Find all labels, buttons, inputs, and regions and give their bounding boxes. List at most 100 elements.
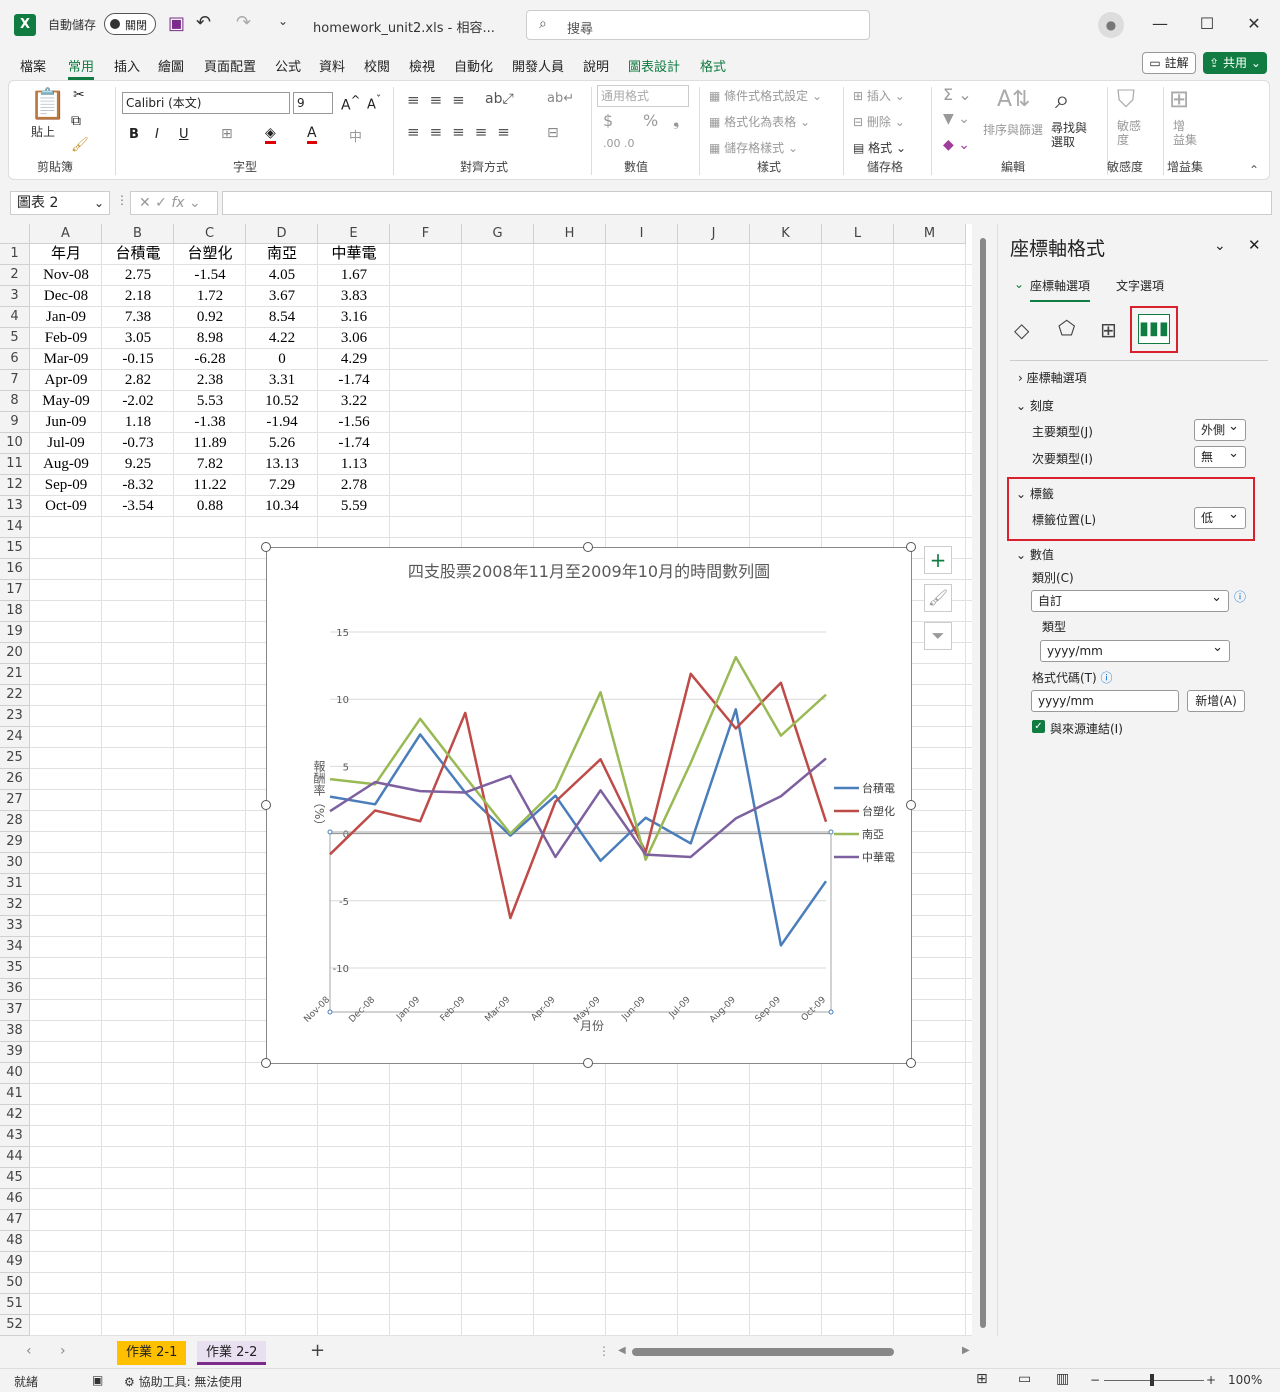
addins-icon[interactable]: ⊞ xyxy=(1169,85,1190,113)
column-header[interactable]: M xyxy=(894,224,966,244)
cell[interactable]: 3.06 xyxy=(340,330,368,346)
cell[interactable]: 3.05 xyxy=(124,330,152,346)
tab-file[interactable]: 檔案 xyxy=(20,60,47,75)
cell[interactable]: 10.34 xyxy=(265,498,299,514)
save-icon[interactable]: ▣ xyxy=(168,13,186,34)
column-header[interactable]: L xyxy=(822,224,894,244)
minimize-icon[interactable]: — xyxy=(1152,14,1168,33)
merge-icon[interactable]: ⊟ xyxy=(547,125,559,141)
search-box[interactable]: ⌕ 搜尋 xyxy=(526,10,870,40)
column-header[interactable]: K xyxy=(750,224,822,244)
row-header[interactable]: 10 xyxy=(0,433,30,454)
cell[interactable]: 7.82 xyxy=(196,456,224,472)
cell[interactable]: Nov-08 xyxy=(43,267,89,283)
chart-resize-handle[interactable] xyxy=(906,1058,916,1068)
tab-view[interactable]: 檢視 xyxy=(409,60,436,75)
cut-icon[interactable]: ✂ xyxy=(73,87,85,103)
cell[interactable]: Jun-09 xyxy=(45,414,87,430)
font-size-select[interactable]: 9 xyxy=(293,92,333,114)
row-header[interactable]: 29 xyxy=(0,832,30,853)
cell[interactable]: -1.38 xyxy=(194,414,226,430)
row-header[interactable]: 50 xyxy=(0,1273,30,1294)
chart-resize-handle[interactable] xyxy=(583,542,593,552)
section-labels[interactable]: ⌄ 標籤 xyxy=(1016,487,1054,501)
row-header[interactable]: 36 xyxy=(0,979,30,1000)
row-header[interactable]: 40 xyxy=(0,1063,30,1084)
prev-sheet-icon[interactable]: ‹ xyxy=(26,1343,32,1359)
row-header[interactable]: 15 xyxy=(0,538,30,559)
column-header[interactable]: I xyxy=(606,224,678,244)
row-header[interactable]: 49 xyxy=(0,1252,30,1273)
page-layout-view-icon[interactable]: ▭ xyxy=(1018,1371,1032,1387)
fill-color-icon[interactable]: ◈ xyxy=(265,125,276,144)
row-header[interactable]: 14 xyxy=(0,517,30,538)
row-header[interactable]: 39 xyxy=(0,1042,30,1063)
row-header[interactable]: 11 xyxy=(0,454,30,475)
row-header[interactable]: 48 xyxy=(0,1231,30,1252)
grow-font-icon[interactable]: A^ xyxy=(341,93,361,114)
link-source-checkbox[interactable]: ✓ xyxy=(1032,720,1045,733)
cell[interactable]: 0.92 xyxy=(196,309,224,325)
find-select-label[interactable]: 尋找與 選取 xyxy=(1051,121,1088,149)
row-header[interactable]: 37 xyxy=(0,1000,30,1021)
bold-icon[interactable]: B xyxy=(129,127,139,142)
row-header[interactable]: 30 xyxy=(0,853,30,874)
cell[interactable]: Apr-09 xyxy=(44,372,88,388)
row-header[interactable]: 41 xyxy=(0,1084,30,1105)
size-properties-icon[interactable]: ⊞ xyxy=(1100,318,1117,342)
row-header[interactable]: 16 xyxy=(0,559,30,580)
format-cells-button[interactable]: ▤ 格式 ⌄ xyxy=(853,141,907,155)
orientation-icon[interactable]: ab⤢ xyxy=(485,91,514,107)
row-header[interactable]: 1 xyxy=(0,244,30,265)
cell[interactable]: -1.74 xyxy=(338,372,370,388)
tab-text-options[interactable]: 文字選項 xyxy=(1116,279,1165,293)
row-header[interactable]: 5 xyxy=(0,328,30,349)
autosum-icon[interactable]: Σ ⌄ xyxy=(943,85,972,104)
row-header[interactable]: 17 xyxy=(0,580,30,601)
cell[interactable]: 11.89 xyxy=(193,435,227,451)
cell[interactable]: 7.29 xyxy=(268,477,296,493)
format-as-table-button[interactable]: ▦ 格式化為表格 ⌄ xyxy=(709,115,811,129)
name-box[interactable]: 圖表 2 ⌄ xyxy=(10,191,110,215)
effects-icon[interactable]: ⬠ xyxy=(1058,316,1076,340)
tab-data[interactable]: 資料 xyxy=(319,60,346,75)
tab-axis-options[interactable]: 座標軸選項 xyxy=(1030,277,1091,302)
row-header[interactable]: 24 xyxy=(0,727,30,748)
wrap-text-icon[interactable]: ab↵ xyxy=(547,91,575,106)
row-header[interactable]: 3 xyxy=(0,286,30,307)
tab-chart-design[interactable]: 圖表設計 xyxy=(628,60,681,75)
delete-cells-button[interactable]: ⊟ 刪除 ⌄ xyxy=(853,115,905,129)
format-painter-icon[interactable]: 🖌 xyxy=(71,137,89,153)
share-button[interactable]: ⇪ 共用 ⌄ xyxy=(1203,52,1267,74)
info-icon[interactable]: ⓘ xyxy=(1234,590,1247,604)
comments-button[interactable]: ▭ 註解 xyxy=(1142,52,1196,74)
addins-button-label[interactable]: 增 益集 xyxy=(1173,119,1198,147)
chart-resize-handle[interactable] xyxy=(906,800,916,810)
cell[interactable]: Jan-09 xyxy=(46,309,86,325)
cell[interactable]: -2.02 xyxy=(122,393,154,409)
cell[interactable]: -1.54 xyxy=(194,267,226,283)
row-header[interactable]: 12 xyxy=(0,475,30,496)
row-header[interactable]: 6 xyxy=(0,349,30,370)
cell[interactable]: Dec-08 xyxy=(43,288,89,304)
row-header[interactable]: 25 xyxy=(0,748,30,769)
cell[interactable]: 3.22 xyxy=(340,393,368,409)
cell[interactable]: -3.54 xyxy=(122,498,154,514)
cell[interactable]: 2.18 xyxy=(124,288,152,304)
column-header[interactable]: H xyxy=(534,224,606,244)
cell[interactable]: 0.88 xyxy=(196,498,224,514)
cell[interactable]: 8.98 xyxy=(196,330,224,346)
sort-filter-icon[interactable]: A⇅ xyxy=(997,87,1031,112)
row-header[interactable]: 4 xyxy=(0,307,30,328)
column-header[interactable]: D xyxy=(246,224,318,244)
scroll-right-icon[interactable]: ▶ xyxy=(962,1345,970,1356)
chart-filters-icon[interactable]: ⏷ xyxy=(924,622,952,650)
sensitivity-icon[interactable]: ⛉ xyxy=(1117,85,1135,113)
tab-automate[interactable]: 自動化 xyxy=(454,60,494,75)
cell[interactable]: Feb-09 xyxy=(44,330,88,346)
row-header[interactable]: 27 xyxy=(0,790,30,811)
info-icon[interactable]: ⓘ xyxy=(1100,671,1113,685)
row-header[interactable]: 43 xyxy=(0,1126,30,1147)
cell[interactable]: 5.26 xyxy=(268,435,296,451)
cell[interactable]: -0.15 xyxy=(122,351,154,367)
